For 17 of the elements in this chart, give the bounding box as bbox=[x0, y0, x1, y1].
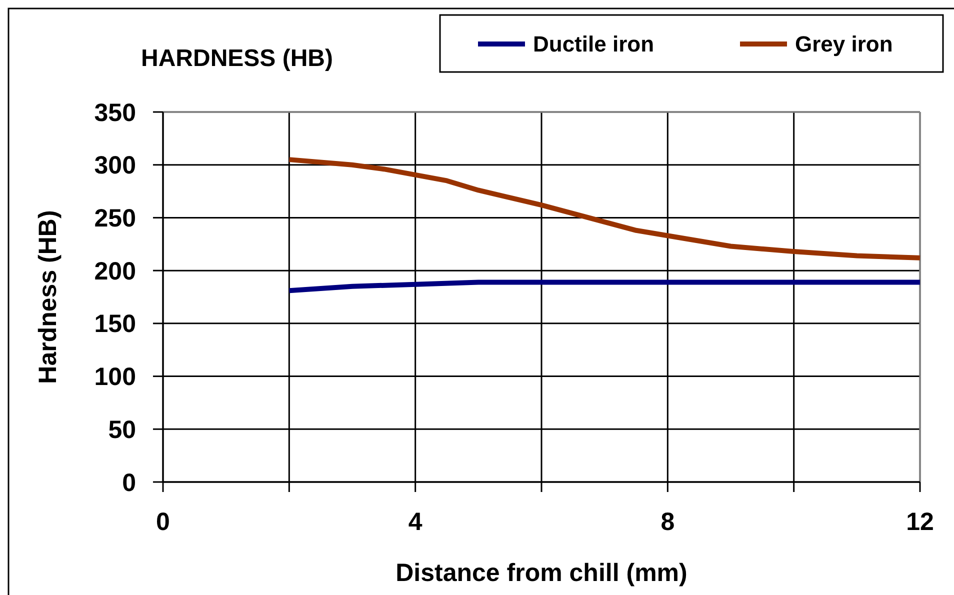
x-tick-label: 12 bbox=[906, 508, 934, 536]
y-tick-label: 200 bbox=[94, 257, 136, 286]
y-tick-label: 50 bbox=[108, 416, 136, 444]
y-tick-label: 150 bbox=[94, 310, 136, 338]
y-tick-label: 300 bbox=[94, 152, 136, 180]
y-tick-label: 250 bbox=[94, 204, 136, 232]
y-axis-title: Hardness (HB) bbox=[34, 210, 62, 384]
y-tick-label: 0 bbox=[122, 468, 136, 497]
y-tick-label: 100 bbox=[94, 363, 136, 392]
x-tick-label: 8 bbox=[660, 508, 675, 536]
legend-label: Ductile iron bbox=[533, 32, 654, 57]
legend-label: Grey iron bbox=[795, 32, 893, 57]
x-tick-label: 4 bbox=[408, 508, 422, 536]
chart-title: HARDNESS (HB) bbox=[141, 45, 333, 72]
y-tick-label: 350 bbox=[94, 98, 136, 127]
x-axis-title: Distance from chill (mm) bbox=[396, 559, 688, 587]
x-tick-label: 0 bbox=[156, 508, 170, 536]
